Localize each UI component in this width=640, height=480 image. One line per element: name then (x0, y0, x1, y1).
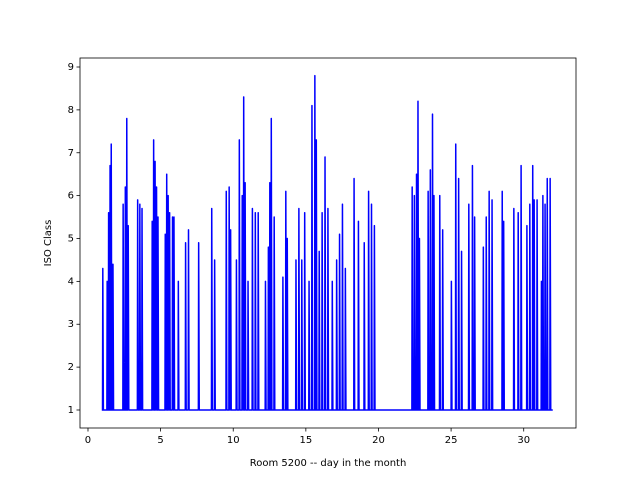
y-tick-label: 6 (68, 191, 74, 202)
y-tick-label: 7 (68, 148, 74, 159)
y-tick-label: 2 (68, 362, 74, 373)
y-axis-label: ISO Class (43, 220, 54, 267)
x-tick-label: 15 (299, 435, 312, 446)
x-tick-label: 0 (85, 435, 91, 446)
data-line (101, 74, 553, 411)
axes-frame (79, 57, 577, 429)
y-tick-label: 5 (68, 233, 74, 244)
x-tick-label: 5 (157, 435, 163, 446)
x-tick-label: 10 (227, 435, 240, 446)
x-tick-label: 30 (517, 435, 530, 446)
x-tick-label: 25 (445, 435, 458, 446)
y-tick-label: 9 (68, 62, 74, 73)
y-tick-label: 4 (68, 276, 74, 287)
x-axis-label: Room 5200 -- day in the month (250, 458, 407, 469)
x-tick-label: 20 (372, 435, 385, 446)
y-tick-label: 1 (68, 405, 74, 416)
y-tick-label: 3 (68, 319, 74, 330)
y-tick-label: 8 (68, 105, 74, 116)
